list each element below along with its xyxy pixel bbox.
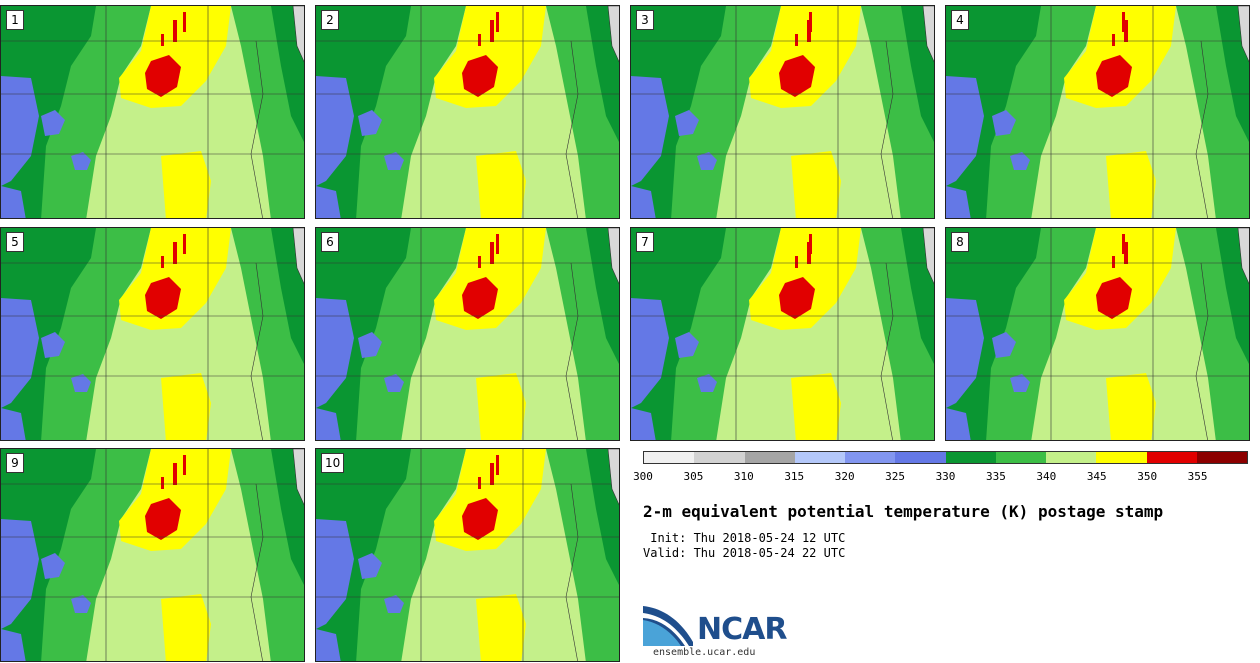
colorbar-swatch [794,452,845,463]
colorbar-swatch [694,452,745,463]
ensemble-member-panel: 7 [630,227,935,441]
ensemble-member-panel: 2 [315,5,620,219]
ncar-wordmark: NCAR [697,612,787,647]
member-number: 10 [321,453,345,473]
ncar-url: ensemble.ucar.edu [653,647,756,658]
colorbar-tick-label: 345 [1086,470,1107,483]
colorbar-swatch [1096,452,1147,463]
valid-time: Valid: Thu 2018-05-24 22 UTC [643,546,846,560]
colorbar-swatch [744,452,795,463]
colorbar-swatch [995,452,1046,463]
colorbar-swatch [1196,452,1247,463]
plot-title: 2-m equivalent potential temperature (K)… [643,502,1164,521]
colorbar [643,451,1248,464]
colorbar-swatch [945,452,996,463]
colorbar-tick-label: 305 [683,470,704,483]
colorbar-tick-label: 325 [885,470,906,483]
colorbar-tick-label: 315 [784,470,805,483]
colorbar-swatch [644,452,695,463]
ensemble-member-panel: 3 [630,5,935,219]
colorbar-tick-label: 310 [733,470,754,483]
ensemble-member-panel: 4 [945,5,1250,219]
ensemble-member-panel: 9 [0,448,305,662]
ensemble-member-panel: 1 [0,5,305,219]
colorbar-tick-label: 300 [633,470,653,483]
colorbar-tick-label: 355 [1187,470,1208,483]
ensemble-member-panel: 6 [315,227,620,441]
colorbar-tick-label: 340 [1036,470,1057,483]
ncar-swoosh-icon [643,606,693,646]
member-number: 9 [6,453,24,473]
init-time: Init: Thu 2018-05-24 12 UTC [643,531,846,545]
ncar-logo: NCAR ensemble.ucar.edu [643,606,803,661]
ensemble-member-panel: 5 [0,227,305,441]
member-number: 6 [321,232,339,252]
colorbar-tick-label: 320 [834,470,855,483]
colorbar-swatch [895,452,946,463]
colorbar-tick-label: 350 [1137,470,1158,483]
colorbar-swatch [1146,452,1197,463]
colorbar-tick-label: 335 [985,470,1006,483]
member-number: 8 [951,232,969,252]
member-number: 4 [951,10,969,30]
colorbar-swatch [845,452,896,463]
member-number: 3 [636,10,654,30]
colorbar-tick-label: 330 [935,470,956,483]
ensemble-member-panel: 10 [315,448,620,662]
member-number: 2 [321,10,339,30]
member-number: 1 [6,10,24,30]
colorbar-swatch [1046,452,1097,463]
member-number: 5 [6,232,24,252]
ensemble-member-panel: 8 [945,227,1250,441]
member-number: 7 [636,232,654,252]
